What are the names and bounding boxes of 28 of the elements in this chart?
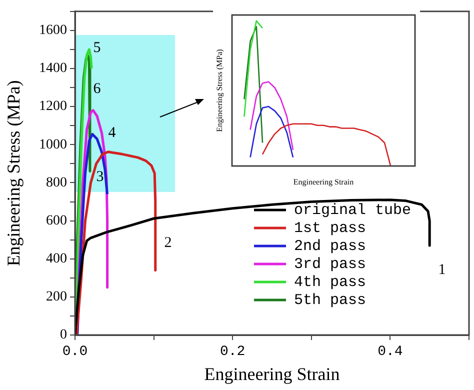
annotation: 2	[164, 234, 172, 251]
annotation: 1	[438, 262, 446, 278]
annotation: 5	[93, 40, 101, 56]
y-tick-label: 1200	[39, 99, 67, 114]
legend-label: 3rd pass	[294, 256, 366, 273]
y-axis-title: Engineering Stress (MPa)	[214, 48, 224, 132]
x-tick-label: 0.4	[378, 344, 403, 360]
y-tick-label: 600	[46, 213, 67, 228]
y-tick-label: 1400	[39, 61, 67, 76]
y-tick-label: 200	[46, 290, 67, 305]
y-axis-title: Engineering Stress (MPa)	[4, 80, 24, 266]
x-axis-title: Engineering Strain	[293, 177, 354, 186]
legend-label: 2nd pass	[294, 238, 366, 255]
annotation: 6	[93, 80, 102, 97]
legend-label: 1st pass	[294, 220, 366, 237]
y-tick-label: 400	[46, 252, 67, 267]
x-axis-title: Engineering Strain	[204, 364, 340, 384]
x-tick-label: 0.0	[62, 344, 88, 360]
x-tick-label: 0.2	[220, 344, 246, 360]
legend-label: 5th pass	[294, 292, 366, 309]
y-tick-label: 1600	[39, 23, 67, 38]
annotation: 3	[96, 168, 104, 185]
legend-label: 4th pass	[294, 274, 366, 291]
y-tick-label: 0	[60, 328, 67, 343]
y-tick-label: 1000	[39, 137, 67, 152]
annotation: 4	[108, 124, 116, 141]
legend-label: original tube	[294, 202, 412, 219]
y-tick-label: 800	[46, 175, 67, 190]
